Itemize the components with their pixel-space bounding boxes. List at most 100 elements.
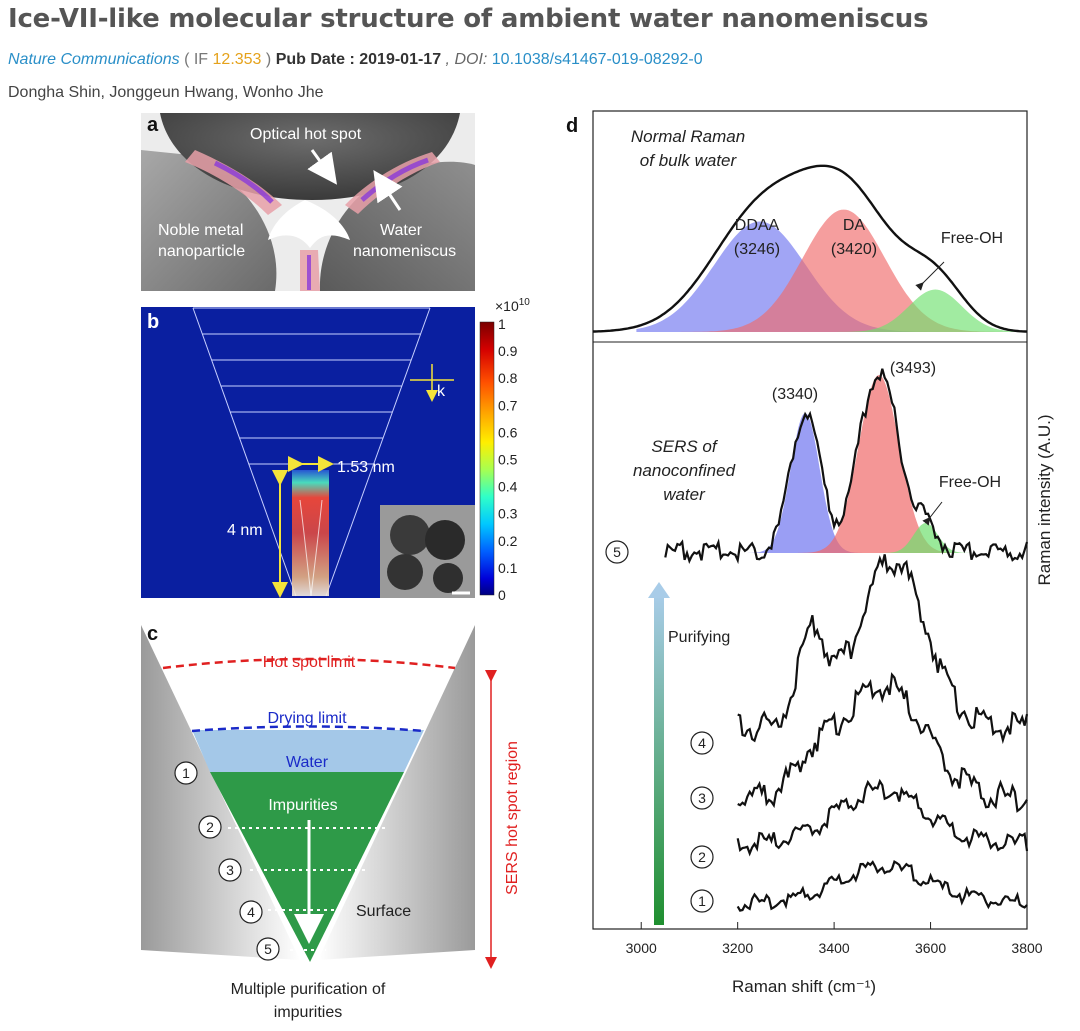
height-label: 4 nm <box>227 522 263 539</box>
x-tick-label: 3600 <box>915 940 946 956</box>
article-meta: Nature Communications ( IF 12.353 ) Pub … <box>8 51 703 69</box>
step-number: 3 <box>226 862 234 878</box>
da-label-1: DA <box>843 217 866 234</box>
step-number: 2 <box>206 819 214 835</box>
free-oh-component <box>636 289 1027 332</box>
free-oh-mid-arrow <box>922 501 943 526</box>
panel-c-letter: c <box>147 623 158 645</box>
k-label: k <box>437 383 446 400</box>
colorbar-tick-label: 0.6 <box>498 424 518 440</box>
impact-factor-open: ( IF <box>184 51 213 68</box>
sers-spectrum-5 <box>664 368 1029 565</box>
panel-c: 1 2 3 4 5 c Hot spot limit Drying limit Wate… <box>141 623 521 1021</box>
impact-factor-close: ) <box>261 51 272 68</box>
cone-grid <box>192 307 431 597</box>
ddaa-label-1: DDAA <box>735 217 780 234</box>
purification-steps: 1 2 3 4 5 <box>174 761 280 961</box>
colorbar-tick-label: 1 <box>498 316 506 332</box>
sers-3340-component <box>747 413 864 553</box>
impact-factor-value: 12.353 <box>212 51 262 68</box>
sers-label-2: nanoconfined <box>633 461 736 480</box>
free-oh-top-label: Free-OH <box>941 230 1003 247</box>
water-label-2: nanomeniscus <box>353 243 456 260</box>
da-label-2: (3420) <box>831 241 877 258</box>
da-component <box>636 209 1027 332</box>
colorbar-tick-label: 0.5 <box>498 452 518 468</box>
noble-metal-label-1: Noble metal <box>158 222 243 239</box>
sphere-right <box>319 161 475 291</box>
surface-label: Surface <box>356 903 411 920</box>
panel-a: a Optical hot spot Noble metal nanoparti… <box>141 113 475 291</box>
panel-b-letter: b <box>147 311 159 333</box>
trace-4 <box>737 554 1029 745</box>
purifying-bar <box>654 595 664 925</box>
hot-spot-gap <box>268 200 350 248</box>
hot-spot-label: Optical hot spot <box>250 126 362 143</box>
water-layer <box>192 730 424 772</box>
x-tick-label: 3000 <box>626 940 657 956</box>
trace-step-number: 4 <box>698 735 706 751</box>
free-oh-mid-label: Free-OH <box>939 474 1001 491</box>
tem-particle-2 <box>425 520 465 560</box>
pub-date: Pub Date : 2019-01-17 <box>275 51 442 68</box>
x-tick-label: 3200 <box>722 940 753 956</box>
panel-a-letter: a <box>147 114 159 136</box>
trace-2 <box>736 778 1029 857</box>
meniscus-left <box>185 150 282 215</box>
tem-particle-1 <box>390 515 430 555</box>
cone-wall-right <box>318 625 475 960</box>
peak-3493-label: (3493) <box>890 360 936 377</box>
bulk-spectrum-line <box>593 164 1028 333</box>
step-number: 4 <box>247 904 255 920</box>
sers-3493-component <box>797 375 960 553</box>
colorbar-tick-label: 0.2 <box>498 533 518 549</box>
trace-3 <box>737 672 1028 813</box>
step-number: 1 <box>182 765 190 781</box>
colorbar <box>479 321 495 596</box>
tem-particle-4 <box>433 563 463 593</box>
drying-limit-line <box>191 725 425 733</box>
peak-3340-label: (3340) <box>772 386 818 403</box>
trace-step-circle <box>605 540 629 564</box>
bulk-label-2: of bulk water <box>640 151 738 170</box>
x-axis-label: Raman shift (cm⁻¹) <box>732 977 876 996</box>
ddaa-component <box>636 221 1027 332</box>
cone-edge-right <box>325 307 431 597</box>
trace-step-number: 2 <box>698 849 706 865</box>
width-label: 1.53 nm <box>337 459 395 476</box>
impurity-layer <box>210 772 404 962</box>
y-axis-label: Raman intensity (A.U.) <box>1035 415 1054 586</box>
hot-spot-region-label: SERS hot spot region <box>504 741 521 895</box>
x-tick-label: 3800 <box>1011 940 1042 956</box>
x-axis-ticks: 3000 3200 3400 3600 3800 <box>626 922 1043 956</box>
bulk-label-1: Normal Raman <box>631 127 745 146</box>
step-number: 5 <box>264 941 272 957</box>
water-arrow <box>373 170 403 211</box>
colorbar-tick-label: 0.4 <box>498 479 518 495</box>
colorbar-tick-label: 0.1 <box>498 560 518 576</box>
purifying-label: Purifying <box>668 629 730 646</box>
trace-step-number: 3 <box>698 790 706 806</box>
colorbar-scale: ×1010 <box>495 297 530 314</box>
trace-step-circle <box>690 731 714 755</box>
sers-free-oh-component <box>877 523 974 553</box>
step-circle <box>218 858 242 882</box>
sers-components <box>747 375 974 553</box>
journal-link[interactable]: Nature Communications <box>8 51 180 68</box>
free-oh-top-arrow <box>915 261 945 291</box>
panel-c-caption-2: impurities <box>274 1004 342 1021</box>
x-tick-label: 3400 <box>819 940 850 956</box>
water-label: Water <box>286 754 329 771</box>
drying-limit-label: Drying limit <box>267 710 347 727</box>
doi-label: , DOI: <box>445 51 492 68</box>
sers-label-3: water <box>663 485 706 504</box>
trace-step-circle <box>690 786 714 810</box>
panel-b: 1 0.9 0.8 0.7 0.6 0.5 0.4 0.3 0.2 0.1 0 ×1010 b 1.… <box>141 297 530 603</box>
doi-link[interactable]: 10.1038/s41467-019-08292-0 <box>491 51 703 68</box>
sers-label-1: SERS of <box>651 437 718 456</box>
trace-step-number: 5 <box>613 544 621 560</box>
authors: Dongha Shin, Jonggeun Hwang, Wonho Jhe <box>8 84 324 101</box>
article-title: Ice-VII-like molecular structure of ambi… <box>8 4 929 34</box>
hot-spot-limit-line <box>162 657 456 670</box>
